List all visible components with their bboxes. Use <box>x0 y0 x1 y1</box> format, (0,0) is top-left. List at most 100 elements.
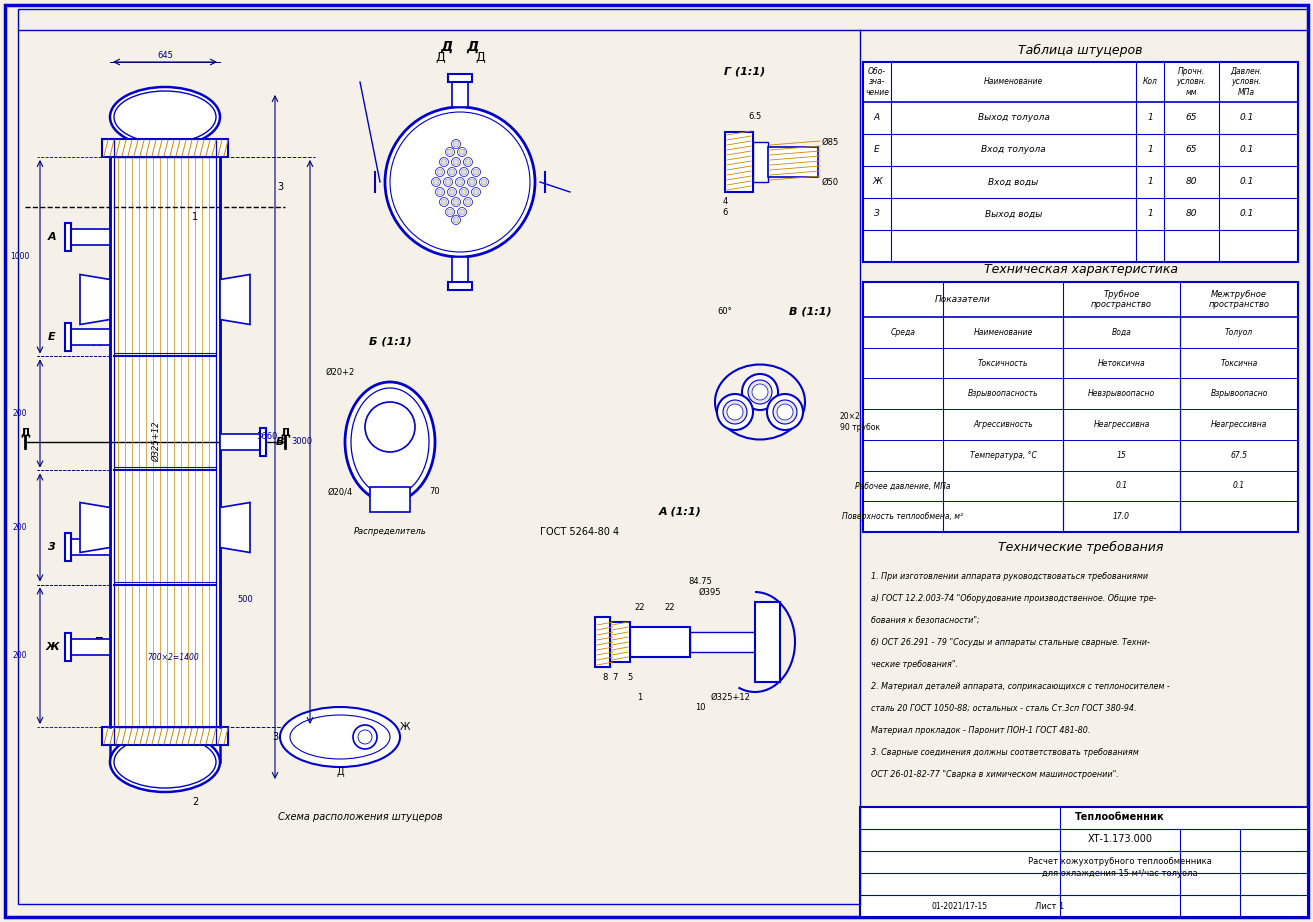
Circle shape <box>453 159 460 165</box>
Bar <box>370 487 410 512</box>
Text: 65: 65 <box>1186 113 1197 123</box>
Text: Нетоксична: Нетоксична <box>1098 359 1145 368</box>
Ellipse shape <box>110 87 221 147</box>
Text: А: А <box>93 336 102 349</box>
Bar <box>755 602 780 682</box>
Circle shape <box>432 178 440 186</box>
Text: а) ГОСТ 12.2.003-74 "Оборудование производственное. Общие тре-: а) ГОСТ 12.2.003-74 "Оборудование произв… <box>871 594 1157 603</box>
Text: Межтрубное
пространство: Межтрубное пространство <box>1208 290 1270 309</box>
Text: Ø85: Ø85 <box>822 137 839 147</box>
Text: ХТ-1.173.000: ХТ-1.173.000 <box>1087 834 1153 844</box>
Circle shape <box>452 139 461 148</box>
Text: Выход воды: Выход воды <box>985 209 1043 219</box>
Circle shape <box>742 374 779 410</box>
Text: Агрессивность: Агрессивность <box>973 420 1033 429</box>
Circle shape <box>463 158 473 167</box>
Circle shape <box>448 187 457 196</box>
Circle shape <box>723 400 747 424</box>
Text: Среда: Среда <box>890 328 915 337</box>
Text: Д: Д <box>280 427 290 437</box>
Circle shape <box>445 179 450 185</box>
Text: Д   Д: Д Д <box>440 40 479 54</box>
Circle shape <box>773 400 797 424</box>
Text: 0.1: 0.1 <box>1116 481 1128 491</box>
Text: Токсична: Токсична <box>1220 359 1258 368</box>
Circle shape <box>479 178 488 186</box>
Circle shape <box>465 199 471 205</box>
Circle shape <box>457 148 466 157</box>
Text: 1: 1 <box>1148 209 1153 219</box>
Ellipse shape <box>110 732 221 792</box>
Text: 0.1: 0.1 <box>1239 209 1254 219</box>
Text: Расчет кожухотрубного теплообменника: Расчет кожухотрубного теплообменника <box>1028 857 1212 867</box>
Text: Б: Б <box>93 635 102 648</box>
Circle shape <box>433 179 439 185</box>
Text: Ж: Ж <box>399 722 410 732</box>
Text: В: В <box>276 437 284 447</box>
Text: 3660: 3660 <box>256 432 277 442</box>
Circle shape <box>465 159 471 165</box>
Text: 200: 200 <box>13 651 28 660</box>
Text: Температура, °С: Температура, °С <box>969 451 1036 460</box>
Text: Б (1:1): Б (1:1) <box>369 337 411 347</box>
Circle shape <box>452 216 461 224</box>
Text: А: А <box>47 232 56 242</box>
Circle shape <box>481 179 487 185</box>
Text: сталь 20 ГОСТ 1050-88; остальных - сталь Ст.3сп ГОСТ 380-94.: сталь 20 ГОСТ 1050-88; остальных - сталь… <box>871 704 1137 713</box>
Circle shape <box>717 394 752 430</box>
Bar <box>66 223 71 251</box>
Text: А: А <box>874 113 880 123</box>
Text: 1000: 1000 <box>11 253 30 261</box>
Text: Вход воды: Вход воды <box>989 178 1039 186</box>
Circle shape <box>353 725 377 749</box>
Text: 1: 1 <box>1148 178 1153 186</box>
Text: 70: 70 <box>429 488 440 497</box>
Circle shape <box>446 209 453 215</box>
Text: 80: 80 <box>1186 209 1197 219</box>
Text: Выход толуола: Выход толуола <box>978 113 1049 123</box>
Text: 65: 65 <box>1186 146 1197 155</box>
Bar <box>448 282 471 290</box>
Bar <box>102 139 228 157</box>
Bar <box>452 257 467 282</box>
Ellipse shape <box>280 707 400 767</box>
Bar <box>863 62 1299 262</box>
Text: Обо-
зна-
чение: Обо- зна- чение <box>865 67 889 97</box>
Text: Взрывоопасность: Взрывоопасность <box>968 389 1039 398</box>
Text: Толуол: Толуол <box>1225 328 1253 337</box>
Text: 1: 1 <box>1148 146 1153 155</box>
Text: 20×2
90 трубок: 20×2 90 трубок <box>840 412 880 431</box>
Bar <box>860 807 1308 917</box>
Circle shape <box>457 179 463 185</box>
Text: 5: 5 <box>628 672 633 681</box>
Bar <box>725 132 752 192</box>
Bar <box>260 428 267 456</box>
Text: Ø20/4: Ø20/4 <box>327 488 353 497</box>
Text: 1: 1 <box>637 692 642 702</box>
Circle shape <box>436 187 445 196</box>
Circle shape <box>445 207 454 217</box>
Text: Распределитель: Распределитель <box>353 527 427 537</box>
Circle shape <box>460 149 465 155</box>
Circle shape <box>453 217 460 223</box>
Bar <box>768 147 818 177</box>
Text: 01-2021/17-15: 01-2021/17-15 <box>932 902 989 911</box>
Text: 67.5: 67.5 <box>1230 451 1247 460</box>
Bar <box>691 632 769 652</box>
Text: Наименование: Наименование <box>973 328 1033 337</box>
Circle shape <box>445 148 454 157</box>
Circle shape <box>385 107 534 257</box>
Circle shape <box>463 197 473 207</box>
Text: 2. Материал деталей аппарата, соприкасающихся с теплоносителем -: 2. Материал деталей аппарата, соприкасаю… <box>871 682 1170 691</box>
Text: Д: Д <box>336 767 344 777</box>
Text: Ø20+2: Ø20+2 <box>326 368 355 376</box>
Text: Г (1:1): Г (1:1) <box>725 67 765 77</box>
Polygon shape <box>80 275 110 325</box>
Text: З: З <box>874 209 880 219</box>
Text: 1: 1 <box>1148 113 1153 123</box>
Circle shape <box>441 159 446 165</box>
Bar <box>752 142 768 182</box>
Text: 700×2=1400: 700×2=1400 <box>147 653 198 661</box>
Text: ГОСТ 5264-80 4: ГОСТ 5264-80 4 <box>541 527 620 537</box>
Text: 500: 500 <box>238 595 253 604</box>
